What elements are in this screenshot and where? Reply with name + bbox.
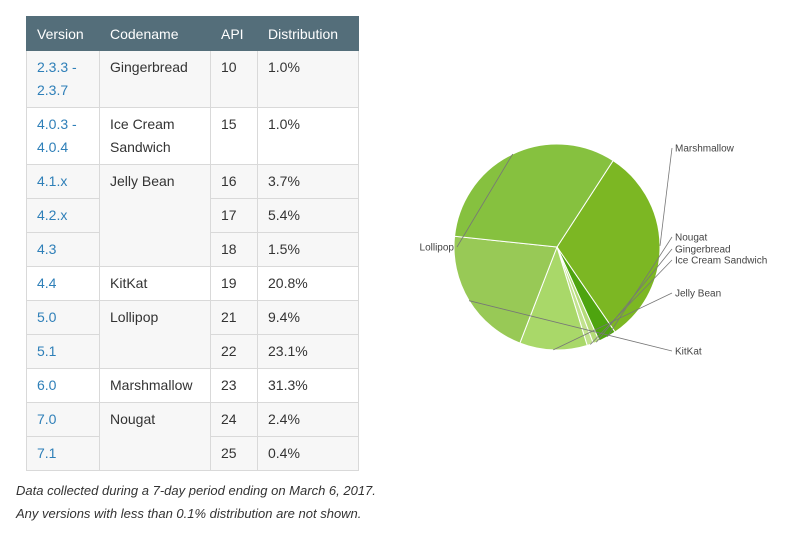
leader-line-lollipop: [456, 153, 514, 248]
distribution-cell: 0.4%: [257, 436, 359, 471]
version-link[interactable]: 7.0: [26, 402, 100, 437]
table-row: 2.3.3 - 2.3.7 Gingerbread 10 1.0%: [26, 50, 359, 108]
slice-label-nougat: Nougat: [675, 233, 707, 244]
codename-cell: KitKat: [99, 266, 211, 301]
api-cell: 18: [210, 232, 258, 267]
codename-cell: Ice Cream Sandwich: [99, 107, 211, 165]
distribution-cell: 23.1%: [257, 334, 359, 369]
header-api: API: [210, 16, 258, 51]
slice-label-marshmallow: Marshmallow: [675, 144, 735, 155]
codename-cell: Marshmallow: [99, 368, 211, 403]
api-cell: 24: [210, 402, 258, 437]
api-cell: 16: [210, 164, 258, 199]
distribution-cell: 1.0%: [257, 50, 359, 108]
api-cell: 25: [210, 436, 258, 471]
api-cell: 10: [210, 50, 258, 108]
slice-label-gingerbread: Gingerbread: [675, 245, 731, 256]
table-row: 7.1 25 0.4%: [26, 436, 359, 471]
leader-line-kitkat: [469, 300, 673, 352]
table-row: 5.1 22 23.1%: [26, 334, 359, 369]
header-codename: Codename: [99, 16, 211, 51]
version-link[interactable]: 5.1: [26, 334, 100, 369]
api-cell: 17: [210, 198, 258, 233]
slice-label-lollipop: Lollipop: [420, 243, 455, 254]
codename-text: Ice Cream Sandwich: [110, 116, 175, 155]
table-row: 6.0 Marshmallow 23 31.3%: [26, 368, 359, 403]
slice-label-kitkat: KitKat: [675, 347, 702, 358]
distribution-cell: 20.8%: [257, 266, 359, 301]
table-row: 4.0.3 - 4.0.4 Ice Cream Sandwich 15 1.0%: [26, 107, 359, 165]
table-row: 4.2.x 17 5.4%: [26, 198, 359, 233]
table-row: 4.3 18 1.5%: [26, 232, 359, 267]
distribution-cell: 31.3%: [257, 368, 359, 403]
version-link[interactable]: 4.1.x: [26, 164, 100, 199]
codename-cell: Nougat: [99, 402, 211, 471]
api-cell: 23: [210, 368, 258, 403]
distribution-cell: 5.4%: [257, 198, 359, 233]
distribution-table: Version Codename API Distribution 2.3.3 …: [26, 16, 359, 471]
table-row: 7.0 Nougat 24 2.4%: [26, 402, 359, 471]
slice-label-ice-cream-sandwich: Ice Cream Sandwich: [675, 256, 767, 267]
api-cell: 22: [210, 334, 258, 369]
version-link[interactable]: 4.3: [26, 232, 100, 267]
leader-line-gingerbread: [595, 248, 673, 343]
table-row: 5.0 Lollipop 21 9.4%: [26, 300, 359, 369]
slice-label-jelly-bean: Jelly Bean: [675, 289, 721, 300]
api-cell: 19: [210, 266, 258, 301]
version-link[interactable]: 2.3.3 - 2.3.7: [26, 50, 100, 108]
header-version: Version: [26, 16, 100, 51]
table-row: 4.4 KitKat 19 20.8%: [26, 266, 359, 301]
header-distribution: Distribution: [257, 16, 359, 51]
version-text[interactable]: 4.0.3 - 4.0.4: [37, 116, 77, 155]
version-link[interactable]: 4.4: [26, 266, 100, 301]
codename-cell: Lollipop: [99, 300, 211, 369]
version-link[interactable]: 5.0: [26, 300, 100, 335]
codename-cell: Jelly Bean: [99, 164, 211, 267]
footnotes: Data collected during a 7-day period end…: [16, 479, 376, 525]
footnote-threshold: Any versions with less than 0.1% distrib…: [16, 506, 362, 521]
api-cell: 15: [210, 107, 258, 165]
distribution-cell: 9.4%: [257, 300, 359, 335]
distribution-cell: 1.0%: [257, 107, 359, 165]
table-row: 4.1.x Jelly Bean 16 3.7%: [26, 164, 359, 267]
leader-line-ice-cream-sandwich: [590, 259, 673, 345]
leader-line-jelly-bean: [553, 292, 673, 351]
table-header-row: Version Codename API Distribution: [26, 16, 359, 51]
version-link[interactable]: 4.2.x: [26, 198, 100, 233]
codename-cell: Gingerbread: [99, 50, 211, 108]
version-text[interactable]: 2.3.3 - 2.3.7: [37, 59, 77, 98]
leader-line-marshmallow: [659, 147, 673, 246]
distribution-cell: 3.7%: [257, 164, 359, 199]
version-link[interactable]: 6.0: [26, 368, 100, 403]
distribution-cell: 1.5%: [257, 232, 359, 267]
leader-line-nougat: [607, 236, 673, 338]
api-cell: 21: [210, 300, 258, 335]
version-link[interactable]: 4.0.3 - 4.0.4: [26, 107, 100, 165]
distribution-cell: 2.4%: [257, 402, 359, 437]
footnote-collection-period: Data collected during a 7-day period end…: [16, 483, 376, 498]
version-link[interactable]: 7.1: [26, 436, 100, 471]
pie-slice-marshmallow: [556, 159, 661, 333]
